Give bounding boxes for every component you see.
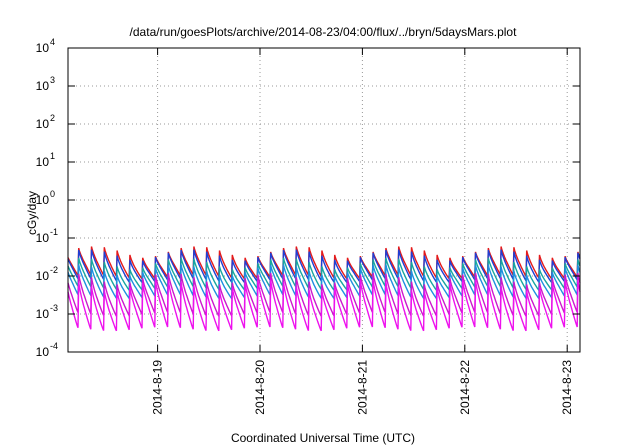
x-tick-label: 2014-8-19	[151, 360, 165, 415]
y-tick-label: 10	[36, 117, 50, 131]
y-tick-label: 10	[36, 231, 50, 245]
series-group	[67, 246, 581, 332]
series-line	[67, 257, 581, 293]
y-tick-exponent: 4	[50, 37, 55, 47]
x-axis: 2014-8-19 2014-8-20 2014-8-21 2014-8-22 2014…	[151, 48, 574, 415]
x-tick-label: 2014-8-22	[458, 360, 472, 415]
series-line	[67, 279, 581, 332]
series-line	[67, 264, 581, 301]
y-tick-exponent: -1	[50, 227, 58, 237]
y-tick-label: 10	[36, 155, 50, 169]
series-line	[67, 249, 581, 285]
y-axis-label: cGy/day	[25, 191, 39, 235]
x-tick-label: 2014-8-23	[560, 360, 574, 415]
y-tick-label: 10	[36, 193, 50, 207]
y-tick-exponent: -3	[50, 303, 58, 313]
y-tick-label: 10	[36, 79, 50, 93]
y-tick-label: 10	[36, 41, 50, 55]
y-tick-exponent: 2	[50, 113, 55, 123]
x-axis-label: Coordinated Universal Time (UTC)	[231, 431, 415, 445]
grid	[68, 48, 580, 352]
y-tick-label: 10	[36, 307, 50, 321]
series-line	[67, 272, 581, 319]
y-tick-exponent: 0	[50, 189, 55, 199]
y-tick-label: 10	[36, 269, 50, 283]
x-tick-label: 2014-8-21	[355, 360, 369, 415]
y-tick-exponent: -2	[50, 265, 58, 275]
chart-title: /data/run/goesPlots/archive/2014-08-23/0…	[130, 25, 518, 39]
series-line	[67, 246, 581, 281]
y-tick-exponent: -4	[50, 341, 58, 351]
y-tick-exponent: 1	[50, 151, 55, 161]
y-tick-label: 10	[36, 345, 50, 359]
y-tick-exponent: 3	[50, 75, 55, 85]
x-tick-label: 2014-8-20	[253, 360, 267, 415]
